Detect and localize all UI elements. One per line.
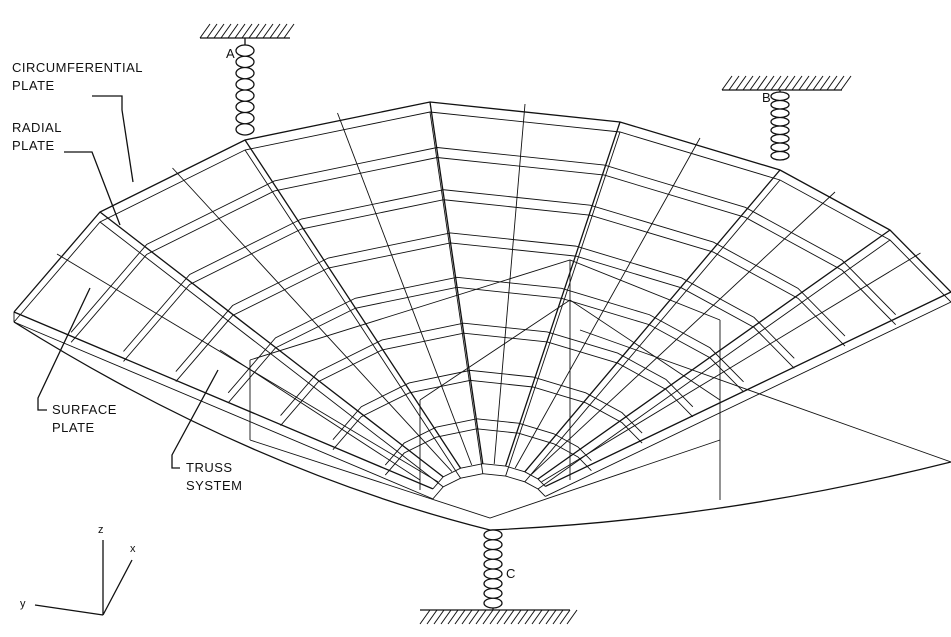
ring xyxy=(123,190,844,352)
radial xyxy=(100,212,443,477)
ring xyxy=(71,158,896,343)
ring xyxy=(333,370,642,439)
truss xyxy=(250,260,720,518)
axis-triad xyxy=(35,540,132,615)
axis-label: z xyxy=(98,524,104,536)
radial xyxy=(338,113,472,465)
ring xyxy=(14,102,951,312)
ring xyxy=(385,419,591,465)
radial xyxy=(245,150,461,478)
spring-label: B xyxy=(762,90,771,105)
spring xyxy=(236,45,254,135)
axis-label: y xyxy=(20,598,26,610)
radial xyxy=(545,292,951,486)
ring xyxy=(176,233,794,372)
spring xyxy=(771,92,789,160)
ring xyxy=(14,112,951,322)
radial xyxy=(531,192,835,474)
radial xyxy=(430,112,483,474)
leader xyxy=(64,152,120,225)
diagram: CIRCUMFERENTIALPLATE RADIALPLATE SURFACE… xyxy=(0,0,951,637)
leader xyxy=(172,370,218,468)
radial xyxy=(542,253,921,482)
radial xyxy=(430,102,483,464)
spring-label: C xyxy=(506,566,516,581)
radial xyxy=(173,168,452,472)
label: CIRCUMFERENTIALPLATE xyxy=(12,60,143,93)
springs xyxy=(200,24,851,624)
wireframe xyxy=(14,102,951,530)
radial xyxy=(506,132,620,476)
axis-label: x xyxy=(130,543,136,555)
spring xyxy=(484,530,502,608)
ring xyxy=(385,429,591,475)
radial xyxy=(525,180,780,482)
radial xyxy=(515,138,700,468)
surface-edge xyxy=(14,322,951,530)
leader xyxy=(38,288,90,410)
spring-label: A xyxy=(226,46,235,61)
radial xyxy=(545,302,951,496)
